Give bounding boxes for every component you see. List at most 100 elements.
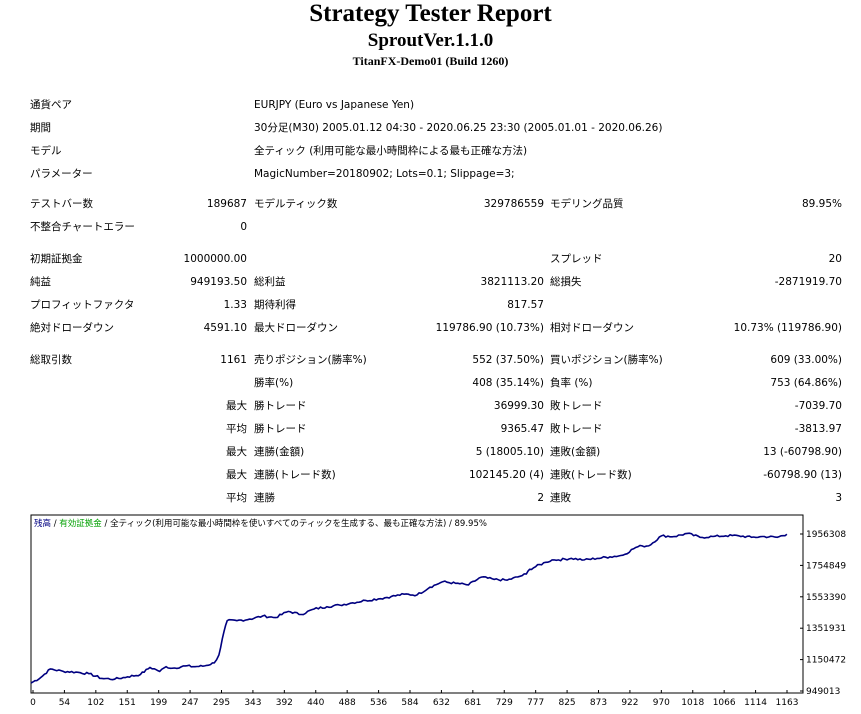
info-value-period: 30分足(M30) 2005.01.12 04:30 - 2020.06.25 … — [254, 122, 663, 134]
x-tick-label: 440 — [307, 698, 324, 708]
deposit-value: 1000000.00 — [183, 253, 247, 265]
cons-loss-trades-value: -60798.90 (13) — [763, 469, 842, 481]
legend-part-3: / 全ティック(利用可能な最小時間枠を使いすべてのティックを生成する、最も正確な… — [102, 518, 487, 529]
rel-dd-value: 10.73% (119786.90) — [733, 322, 842, 334]
quality-label: モデリング品質 — [550, 198, 624, 210]
x-tick-label: 343 — [244, 698, 261, 708]
balance-line — [30, 532, 788, 684]
x-tick-label: 295 — [213, 698, 230, 708]
x-tick-label: 729 — [496, 698, 513, 708]
expected-label: 期待利得 — [254, 299, 296, 311]
win-rate-label: 勝率(%) — [254, 377, 294, 389]
x-tick-label: 488 — [339, 698, 356, 708]
avg-cons-loss-value: 3 — [835, 492, 842, 504]
x-tick-label: 1114 — [744, 698, 767, 708]
report-title: Strategy Tester Report — [309, 0, 552, 27]
avg-win-value: 9365.47 — [500, 423, 544, 435]
ticks-label: モデルティック数 — [254, 198, 338, 210]
largest-loss-value: -7039.70 — [794, 400, 842, 412]
cons-win-trades-value: 102145.20 (4) — [469, 469, 544, 481]
gross-profit-value: 3821113.20 — [480, 276, 544, 288]
info-value-model: 全ティック (利用可能な最小時間枠による最も正確な方法) — [254, 145, 528, 157]
y-tick-label: 1754849 — [806, 561, 846, 571]
y-tick-label: 1351931 — [806, 624, 846, 634]
x-tick-label: 102 — [87, 698, 104, 708]
loss-rate-value: 753 (64.86%) — [770, 377, 842, 389]
y-axis: 1956308 1754849 1553390 1351931 1150472 94901… — [800, 530, 846, 697]
gross-loss-label: 総損失 — [550, 276, 582, 288]
short-label: 売りポジション(勝率%) — [254, 354, 367, 366]
avg-cons-win-value: 2 — [537, 492, 544, 504]
account-info: TitanFX-Demo01 (Build 1260) — [352, 54, 509, 68]
cons-loss-money-value: 13 (-60798.90) — [763, 446, 842, 458]
info-label-period: 期間 — [30, 122, 51, 134]
x-tick-label: 151 — [119, 698, 136, 708]
avg-cons-win-label: 連勝 — [254, 492, 275, 504]
short-value: 552 (37.50%) — [472, 354, 544, 366]
long-label: 買いポジション(勝率%) — [550, 354, 663, 366]
bars-label: テストバー数 — [30, 198, 93, 210]
ticks-value: 329786559 — [483, 198, 544, 210]
cons-win-money-label: 連勝(金額) — [254, 446, 305, 458]
y-tick-label: 949013 — [806, 687, 840, 697]
y-tick-label: 1150472 — [806, 656, 846, 666]
gross-loss-value: -2871919.70 — [774, 276, 842, 288]
long-value: 609 (33.00%) — [770, 354, 842, 366]
net-value: 949193.50 — [190, 276, 247, 288]
legend-part-1: / — [51, 519, 59, 529]
avg-word-2: 平均 — [226, 492, 247, 504]
bars-value: 189687 — [206, 198, 247, 210]
x-tick-label: 1018 — [681, 698, 704, 708]
trades-value: 1161 — [220, 354, 247, 366]
x-tick-label: 681 — [464, 698, 481, 708]
mismatch-label: 不整合チャートエラー — [30, 221, 135, 233]
deposit-label: 初期証拠金 — [30, 253, 83, 265]
x-tick-label: 1066 — [713, 698, 736, 708]
x-tick-label: 922 — [621, 698, 638, 708]
legend-part-0: 残高 — [34, 518, 51, 529]
y-tick-label: 1553390 — [806, 593, 846, 603]
spread-value: 20 — [828, 253, 842, 265]
balance-chart: 残高 / 有効証拠金 / 全ティック(利用可能な最小時間枠を使いすべてのティック… — [30, 514, 846, 708]
x-tick-label: 584 — [401, 698, 418, 708]
max-word-3: 最大 — [226, 469, 247, 481]
x-axis: 0 54 102 151 199 247 295 343 392 440 488 536 584 632 6… — [30, 690, 798, 708]
cons-win-trades-label: 連勝(トレード数) — [254, 469, 336, 481]
max-dd-label: 最大ドローダウン — [254, 322, 338, 334]
mismatch-value: 0 — [240, 221, 247, 233]
quality-value: 89.95% — [801, 198, 842, 210]
cons-loss-trades-label: 連敗(トレード数) — [550, 469, 632, 481]
pf-value: 1.33 — [223, 299, 247, 311]
report-subtitle: SproutVer.1.1.0 — [367, 30, 494, 51]
avg-win-label: 勝トレード — [254, 423, 307, 435]
y-tick-label: 1956308 — [806, 530, 846, 540]
net-label: 純益 — [30, 276, 51, 288]
x-tick-label: 825 — [558, 698, 575, 708]
avg-loss-value: -3813.97 — [794, 423, 842, 435]
avg-cons-loss-label: 連敗 — [550, 492, 571, 504]
x-tick-label: 392 — [276, 698, 293, 708]
cons-win-money-value: 5 (18005.10) — [475, 446, 544, 458]
max-dd-value: 119786.90 (10.73%) — [435, 322, 544, 334]
avg-word: 平均 — [226, 423, 247, 435]
info-label-model: モデル — [30, 145, 62, 157]
x-tick-label: 873 — [590, 698, 607, 708]
x-tick-label: 632 — [433, 698, 450, 708]
pf-label: プロフィットファクタ — [30, 299, 135, 311]
win-rate-value: 408 (35.14%) — [472, 377, 544, 389]
info-value-parameters: MagicNumber=20180902; Lots=0.1; Slippage… — [254, 168, 515, 180]
largest-win-value: 36999.30 — [493, 400, 544, 412]
chart-plot-area — [30, 514, 804, 694]
abs-dd-value: 4591.10 — [203, 322, 247, 334]
x-tick-label: 0 — [30, 698, 36, 708]
x-tick-label: 536 — [370, 698, 387, 708]
largest-win-label: 勝トレード — [254, 400, 307, 412]
cons-loss-money-label: 連敗(金額) — [550, 446, 601, 458]
spread-label: スプレッド — [550, 253, 603, 265]
info-label-parameters: パラメーター — [30, 168, 93, 180]
max-word-2: 最大 — [226, 446, 247, 458]
largest-loss-label: 敗トレード — [550, 400, 603, 412]
abs-dd-label: 絶対ドローダウン — [30, 322, 114, 334]
gross-profit-label: 総利益 — [254, 276, 286, 288]
legend-part-2: 有効証拠金 — [59, 518, 102, 529]
